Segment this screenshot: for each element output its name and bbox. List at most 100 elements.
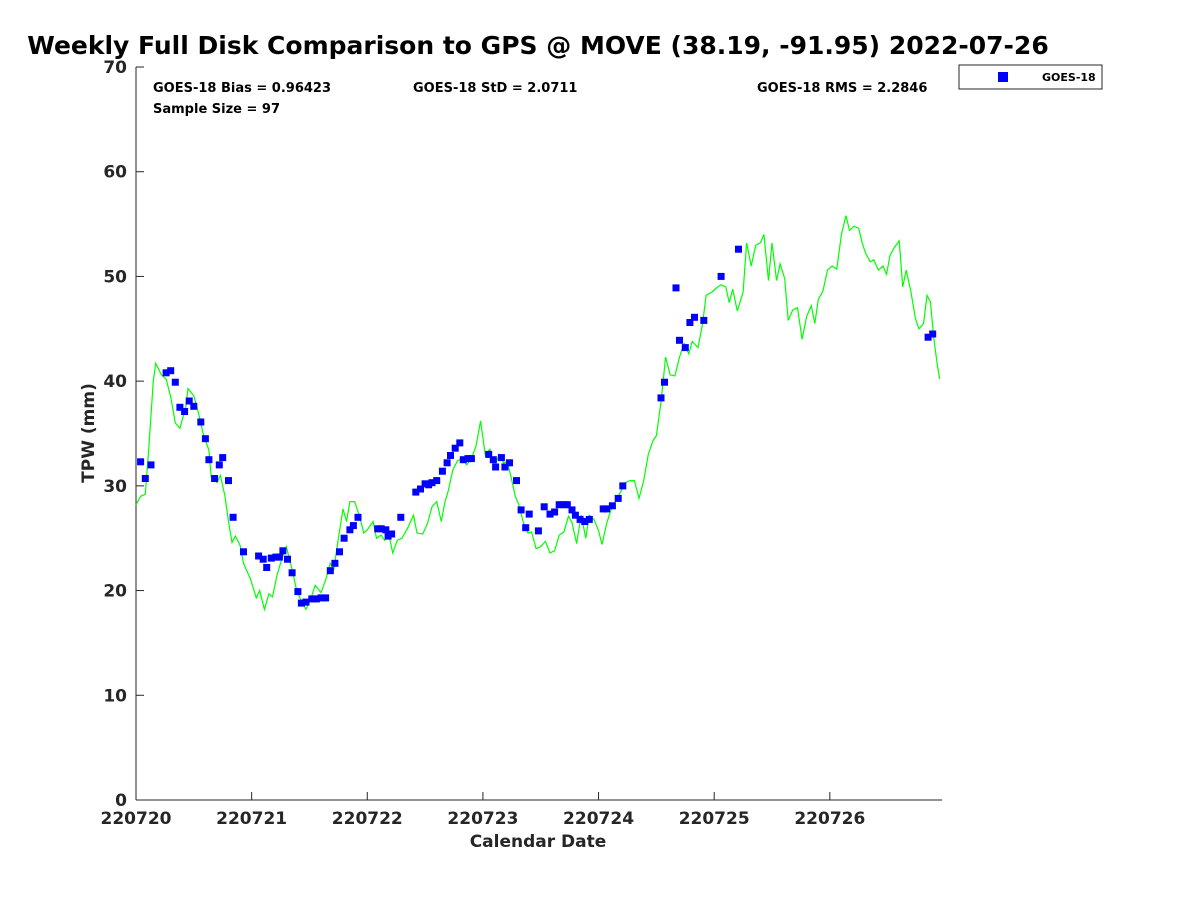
goes-18-point <box>456 439 464 447</box>
goes-18-point <box>279 547 287 555</box>
goes-18-point <box>229 513 237 521</box>
goes-18-point <box>317 594 325 602</box>
goes-18-point <box>240 548 247 556</box>
goes-18-point <box>603 505 611 513</box>
goes-18-point <box>672 284 680 292</box>
legend: GOES-18 <box>958 64 1103 90</box>
y-tick-label: 0 <box>115 791 127 811</box>
goes-18-point <box>322 594 330 602</box>
goes-18-point <box>563 501 571 509</box>
goes-18-point <box>735 245 742 253</box>
goes-18-point <box>185 397 193 405</box>
y-tick-label: 10 <box>103 686 127 706</box>
legend-label-goes-18: GOES-18 <box>1042 71 1096 84</box>
goes-18-point <box>924 333 932 341</box>
goes-18-point <box>211 475 219 482</box>
y-axis-ticks: 0 10 20 30 40 50 60 70 <box>103 58 144 811</box>
y-tick-label: 70 <box>103 58 127 78</box>
goes-18-point <box>259 555 267 563</box>
goes-18-point <box>297 599 305 607</box>
goes-18-point <box>215 461 223 469</box>
goes-18-point <box>467 455 475 463</box>
goes-18-point <box>534 527 542 535</box>
goes-18-point <box>349 522 357 530</box>
goes-18-point <box>433 477 441 485</box>
goes-18-point <box>428 479 436 487</box>
y-tick-label: 30 <box>103 477 127 497</box>
goes-18-point <box>167 367 175 375</box>
goes-18-point <box>417 485 424 493</box>
goes-18-point <box>691 313 698 321</box>
goes-18-point <box>137 458 145 466</box>
goes-18-point <box>294 588 302 596</box>
goes-18-point <box>657 394 665 402</box>
goes-18-point <box>555 501 563 509</box>
goes-18-point <box>388 530 396 538</box>
goes-18-point <box>546 510 554 518</box>
goes-18-point <box>661 378 668 386</box>
goes-18-point <box>346 526 354 534</box>
rms-stat: GOES-18 RMS = 2.2846 <box>757 81 927 96</box>
goes-18-point <box>377 525 385 533</box>
goes-18-point <box>686 319 694 326</box>
goes-18-point <box>489 456 497 464</box>
goes-18-point <box>171 378 179 386</box>
goes-18-point <box>619 482 627 490</box>
x-tick-label: 220725 <box>679 809 750 829</box>
goes-18-point <box>340 534 348 542</box>
goes-18-point <box>284 555 291 563</box>
goes-18-point <box>308 595 316 603</box>
y-tick-label: 20 <box>103 582 127 602</box>
goes-18-point <box>255 552 263 560</box>
goes-18-point <box>459 456 467 464</box>
goes-18-point <box>263 564 271 571</box>
x-tick-label: 220722 <box>332 809 403 829</box>
plot-area: 0 10 20 30 40 50 60 70 220720 220721 220722 220723… <box>101 58 942 829</box>
goes-18-point <box>397 513 405 521</box>
goes-18-point <box>676 336 683 344</box>
goes-18-point <box>412 488 420 496</box>
goes-18-point <box>326 567 334 575</box>
goes-18-point <box>147 461 155 469</box>
goes-18-point <box>568 506 576 514</box>
bias-stat: GOES-18 Bias = 0.96423 <box>153 81 331 96</box>
goes-18-point <box>288 569 296 577</box>
goes-18-point <box>451 444 459 452</box>
goes-18-point <box>525 510 533 518</box>
goes-18-point <box>354 513 362 521</box>
goes-18-point <box>336 548 343 556</box>
goes-18-point <box>581 518 589 525</box>
chart-title: Weekly Full Disk Comparison to GPS @ MOV… <box>27 31 1048 60</box>
goes-18-point <box>485 450 493 458</box>
goes-18-point <box>312 595 320 603</box>
goes-18-point <box>614 494 622 502</box>
y-tick-label: 60 <box>103 163 127 183</box>
goes-18-point <box>571 511 579 519</box>
y-axis-label: TPW (mm) <box>79 383 99 483</box>
x-axis-label: Calendar Date <box>470 832 607 852</box>
x-axis-ticks: 220720 220721 220722 220723 220724 220725 2207… <box>101 792 865 829</box>
goes-18-point <box>331 559 339 567</box>
goes-18-point <box>501 463 509 471</box>
goes-18-point <box>162 369 170 377</box>
goes-18-point <box>447 452 454 459</box>
series-goes-18 <box>137 245 937 607</box>
std-stat: GOES-18 StD = 2.0711 <box>413 81 577 96</box>
goes-18-point <box>929 330 937 338</box>
goes-18-point <box>382 526 390 534</box>
goes-18-point <box>275 553 283 561</box>
goes-18-point <box>517 506 525 514</box>
goes-18-point <box>267 554 275 562</box>
legend-marker-goes-18 <box>998 72 1008 82</box>
x-tick-label: 220723 <box>447 809 518 829</box>
gps-line <box>135 215 941 612</box>
goes-18-point <box>506 459 513 467</box>
goes-18-point <box>700 316 708 324</box>
x-tick-label: 220721 <box>216 809 287 829</box>
goes-18-point <box>190 402 198 410</box>
goes-18-point <box>438 467 446 475</box>
y-tick-label: 50 <box>103 267 127 287</box>
sample-size-stat: Sample Size = 97 <box>153 102 280 117</box>
goes-18-point <box>443 459 451 467</box>
goes-18-point <box>551 508 559 516</box>
